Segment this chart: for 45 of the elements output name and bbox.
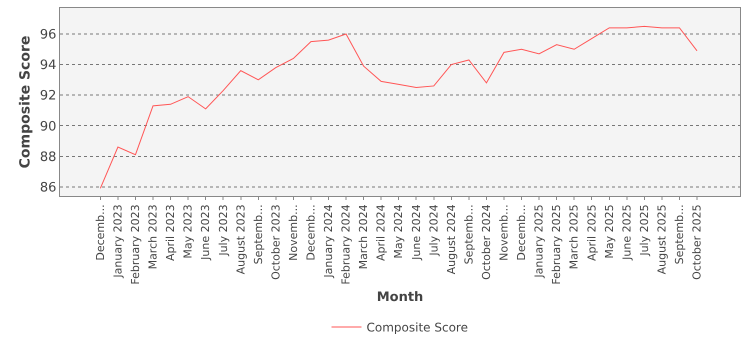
x-tick-label: March 2023 xyxy=(146,204,160,270)
line-series xyxy=(100,26,698,189)
x-tick-label: Septemb... xyxy=(462,204,476,264)
x-tick-label: August 2025 xyxy=(655,204,668,274)
x-tick-label: August 2024 xyxy=(444,204,458,274)
x-tick-label: January 2023 xyxy=(111,204,124,279)
y-axis-title: Composite Score xyxy=(17,36,34,168)
x-tick-label: January 2025 xyxy=(532,204,546,279)
x-tick-label: July 2024 xyxy=(427,204,440,257)
x-tick-label: May 2025 xyxy=(602,204,616,259)
x-tick-label: May 2023 xyxy=(182,204,195,259)
x-tick-label: Decemb... xyxy=(515,204,528,261)
x-tick-label: April 2024 xyxy=(374,204,388,262)
y-tick-label: 90 xyxy=(40,119,56,134)
y-tick-label: 86 xyxy=(40,180,56,196)
y-tick-label: 92 xyxy=(40,88,56,104)
x-tick-label: October 2024 xyxy=(480,204,494,280)
x-tick-label: Septemb... xyxy=(673,204,686,264)
x-tick-label: Decemb... xyxy=(304,204,318,261)
x-tick-label: February 2024 xyxy=(340,204,353,285)
x-tick-label: July 2025 xyxy=(638,204,651,257)
x-tick-label: Novemb... xyxy=(286,204,300,261)
y-tick-label: 94 xyxy=(40,58,56,74)
x-tick-label: May 2024 xyxy=(392,204,406,259)
x-tick-label: July 2023 xyxy=(216,204,230,257)
x-tick-label: August 2023 xyxy=(234,204,248,274)
x-tick-label: January 2024 xyxy=(322,204,336,279)
x-tick-label: Decemb... xyxy=(94,204,107,261)
x-tick-label: February 2023 xyxy=(129,204,142,285)
legend-label: Composite Score xyxy=(366,320,468,335)
x-tick-label: Septemb... xyxy=(252,204,265,264)
x-tick-label: April 2025 xyxy=(585,204,598,262)
x-tick-label: April 2023 xyxy=(164,204,178,262)
y-tick-label: 96 xyxy=(40,28,56,43)
x-axis-title: Month xyxy=(376,290,424,306)
x-tick-label: Novemb... xyxy=(498,204,511,261)
x-tick-label: February 2025 xyxy=(550,204,564,285)
x-tick-label: June 2025 xyxy=(620,204,634,261)
x-tick-label: March 2024 xyxy=(357,204,370,270)
x-tick-label: June 2024 xyxy=(410,204,423,261)
x-tick-label: March 2025 xyxy=(568,204,581,270)
x-tick-label: June 2023 xyxy=(199,204,212,261)
x-tick-label: October 2023 xyxy=(269,204,282,280)
y-tick-label: 88 xyxy=(40,150,56,165)
x-tick-label: October 2025 xyxy=(690,204,704,280)
